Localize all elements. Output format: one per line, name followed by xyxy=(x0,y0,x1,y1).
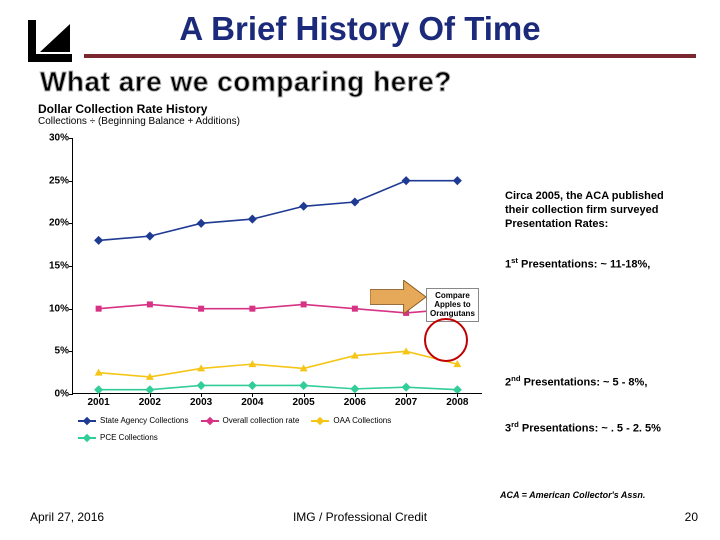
annot-intro-l3: Presentation Rates: xyxy=(505,218,664,232)
apples-l1: Compare xyxy=(430,291,475,300)
chart-title-block: Dollar Collection Rate History Collectio… xyxy=(38,102,498,127)
legend-item: State Agency Collections xyxy=(78,416,189,425)
ytick-label: 5% xyxy=(55,346,69,357)
ytick-mark xyxy=(69,309,73,310)
big-arrow-icon xyxy=(370,280,426,314)
legend-item: OAA Collections xyxy=(311,416,391,425)
footer-page: 20 xyxy=(685,510,698,524)
xtick-label: 2006 xyxy=(344,397,366,408)
xtick-label: 2008 xyxy=(446,397,468,408)
footer-center: IMG / Professional Credit xyxy=(293,510,427,524)
footnote: ACA = American Collector's Assn. xyxy=(500,490,645,500)
ytick-label: 0% xyxy=(55,389,69,400)
xtick-label: 2002 xyxy=(139,397,161,408)
annot-intro: Circa 2005, the ACA published their coll… xyxy=(505,190,664,231)
annot-p3: 3rd Presentations: ~ . 5 - 2. 5% xyxy=(505,420,661,436)
annot-intro-l2: their collection firm surveyed xyxy=(505,204,664,218)
chart-subtitle: Collections ÷ (Beginning Balance + Addit… xyxy=(38,116,498,127)
xtick-mark xyxy=(406,393,407,397)
chart-svg xyxy=(73,138,483,394)
ytick-label: 20% xyxy=(49,218,69,229)
apples-callout: Compare Apples to Orangutans xyxy=(426,288,479,322)
chart-plot: 0%5%10%15%20%25%30%200120022003200420052… xyxy=(72,138,482,394)
apples-l3: Orangutans xyxy=(430,309,475,318)
slide: A Brief History Of Time What are we comp… xyxy=(0,0,720,540)
ytick-label: 10% xyxy=(49,303,69,314)
xtick-mark xyxy=(304,393,305,397)
header-rule xyxy=(84,54,696,58)
xtick-mark xyxy=(355,393,356,397)
red-circle-icon xyxy=(424,318,468,362)
legend-swatch xyxy=(201,420,219,422)
slide-title: A Brief History Of Time xyxy=(0,10,720,48)
ytick-label: 25% xyxy=(49,175,69,186)
legend-label: PCE Collections xyxy=(100,433,158,442)
annot-p1: 1st Presentations: ~ 11-18%, xyxy=(505,256,650,272)
xtick-mark xyxy=(99,393,100,397)
legend-label: OAA Collections xyxy=(333,416,391,425)
xtick-label: 2007 xyxy=(395,397,417,408)
ytick-mark xyxy=(69,181,73,182)
header-rule-wrap xyxy=(0,54,720,58)
ytick-label: 30% xyxy=(49,133,69,144)
apples-l2: Apples to xyxy=(430,300,475,309)
ytick-mark xyxy=(69,223,73,224)
chart-title: Dollar Collection Rate History xyxy=(38,102,498,116)
xtick-label: 2005 xyxy=(293,397,315,408)
legend-swatch xyxy=(78,437,96,439)
ytick-label: 15% xyxy=(49,261,69,272)
annot-intro-l1: Circa 2005, the ACA published xyxy=(505,190,664,204)
xtick-label: 2001 xyxy=(88,397,110,408)
legend-item: PCE Collections xyxy=(78,433,158,442)
ytick-mark xyxy=(69,351,73,352)
xtick-mark xyxy=(457,393,458,397)
chart-legend: State Agency Collections Overall collecti… xyxy=(78,416,468,442)
xtick-mark xyxy=(201,393,202,397)
legend-swatch xyxy=(311,420,329,422)
slide-subtitle: What are we comparing here? xyxy=(40,66,720,98)
annot-p2: 2nd Presentations: ~ 5 - 8%, xyxy=(505,374,647,390)
legend-item: Overall collection rate xyxy=(201,416,300,425)
xtick-mark xyxy=(252,393,253,397)
chart-area: Dollar Collection Rate History Collectio… xyxy=(38,102,498,432)
ytick-mark xyxy=(69,266,73,267)
legend-label: Overall collection rate xyxy=(223,416,300,425)
footer-date: April 27, 2016 xyxy=(30,510,104,524)
ytick-mark xyxy=(69,394,73,395)
xtick-label: 2004 xyxy=(241,397,263,408)
ytick-mark xyxy=(69,138,73,139)
legend-swatch xyxy=(78,420,96,422)
legend-label: State Agency Collections xyxy=(100,416,189,425)
xtick-label: 2003 xyxy=(190,397,212,408)
xtick-mark xyxy=(150,393,151,397)
